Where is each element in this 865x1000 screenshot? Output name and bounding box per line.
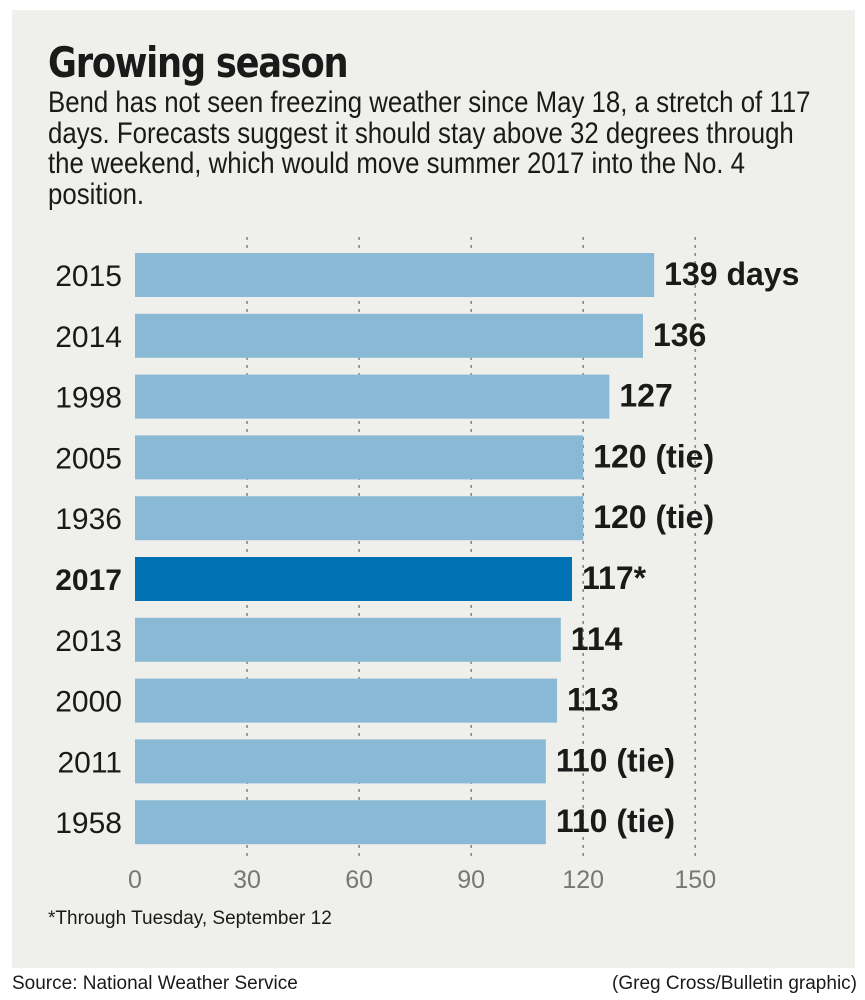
bar <box>135 253 655 297</box>
bar <box>135 739 546 784</box>
bar <box>135 496 584 541</box>
value-label: 120 (tie) <box>593 499 714 535</box>
bar <box>135 617 561 662</box>
value-label: 114 <box>571 621 623 657</box>
bar <box>135 800 546 845</box>
value-label: 113 <box>567 682 619 718</box>
category-label: 2017 <box>55 564 122 597</box>
chart-subtitle: Bend has not seen freezing weather since… <box>48 86 811 211</box>
x-tick-label: 60 <box>345 866 373 894</box>
chart-footnote: *Through Tuesday, September 12 <box>48 908 332 929</box>
bar <box>135 374 610 419</box>
graphic-credit: (Greg Cross/Bulletin graphic) <box>612 973 857 994</box>
bar <box>135 435 584 480</box>
category-label: 2011 <box>57 746 122 779</box>
category-label: 2014 <box>55 321 122 354</box>
category-label: 2000 <box>55 686 122 719</box>
chart-title: Growing season <box>48 38 349 87</box>
category-label: 1998 <box>55 382 122 415</box>
x-tick-label: 30 <box>233 866 261 894</box>
value-label: 127 <box>619 378 672 414</box>
category-label: 1936 <box>55 503 122 536</box>
value-label: 136 <box>653 317 706 353</box>
value-label: 120 (tie) <box>593 438 714 474</box>
category-label: 2015 <box>55 260 122 293</box>
x-tick-label: 90 <box>457 866 485 894</box>
x-tick-label: 120 <box>562 866 604 894</box>
value-label: 117* <box>582 560 647 596</box>
category-label: 2013 <box>55 625 122 658</box>
bar <box>135 313 643 358</box>
bar-highlight <box>135 557 572 601</box>
value-label: 139 days <box>664 256 799 292</box>
x-tick-label: 150 <box>674 866 716 894</box>
value-label: 110 (tie) <box>556 742 675 778</box>
category-label: 1958 <box>55 807 122 840</box>
source-credit: Source: National Weather Service <box>12 973 298 994</box>
x-tick-label: 0 <box>128 866 142 894</box>
bar <box>135 678 558 723</box>
value-label: 110 (tie) <box>556 803 675 839</box>
category-label: 2005 <box>55 442 122 475</box>
